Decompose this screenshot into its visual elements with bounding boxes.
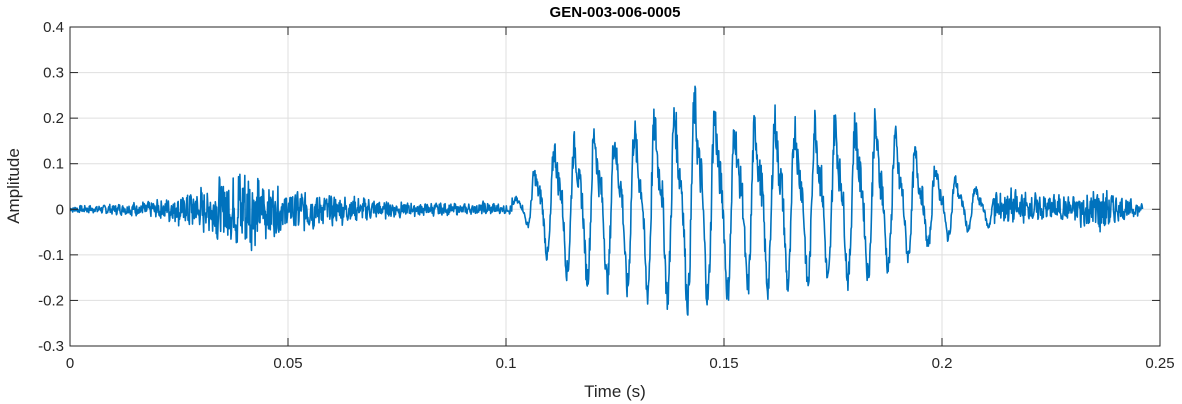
x-tick-label: 0.2 xyxy=(932,355,953,372)
y-tick-label: 0.2 xyxy=(43,110,64,127)
x-axis-label: Time (s) xyxy=(584,382,646,401)
x-tick-label: 0.15 xyxy=(709,355,738,372)
x-tick-labels: 0 0.05 0.1 0.15 0.2 0.25 xyxy=(66,355,1175,372)
y-axis-label: Amplitude xyxy=(4,148,23,224)
signal-area xyxy=(70,85,1144,316)
y-tick-label: 0.4 xyxy=(43,19,64,36)
y-tick-label: -0.3 xyxy=(38,338,64,355)
x-tick-label: 0.1 xyxy=(496,355,517,372)
y-tick-label: 0.1 xyxy=(43,156,64,173)
y-tick-label: -0.2 xyxy=(38,292,64,309)
chart-title: GEN-003-006-0005 xyxy=(550,4,681,21)
series-line-amplitude xyxy=(70,85,1144,316)
axis-ticks xyxy=(69,26,1161,347)
x-tick-label: 0 xyxy=(66,355,74,372)
x-tick-label: 0.05 xyxy=(273,355,302,372)
plot-frame xyxy=(69,26,1161,347)
plot-background xyxy=(70,27,1160,346)
y-tick-labels: -0.3 -0.2 -0.1 0 0.1 0.2 0.3 0.4 xyxy=(38,19,64,355)
y-tick-label: 0 xyxy=(56,201,64,218)
y-tick-label: 0.3 xyxy=(43,65,64,82)
x-tick-label: 0.25 xyxy=(1145,355,1174,372)
y-tick-label: -0.1 xyxy=(38,247,64,264)
